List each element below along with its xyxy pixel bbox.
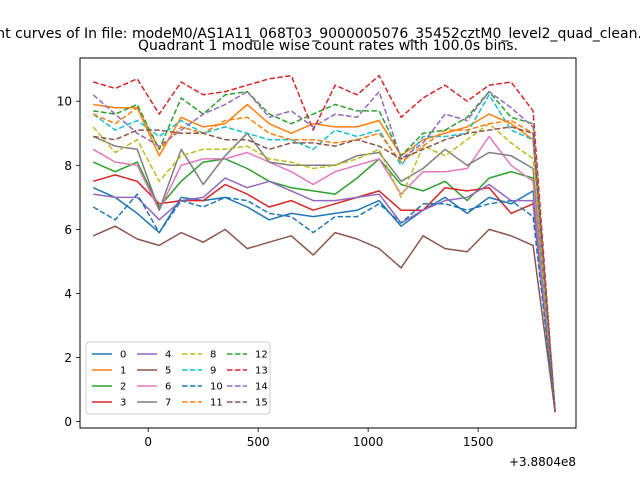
legend-label-13: 13 bbox=[255, 366, 268, 377]
legend-label-12: 12 bbox=[255, 350, 268, 361]
series-line-13 bbox=[92, 74, 556, 413]
legend-label-15: 15 bbox=[255, 398, 268, 409]
y-tick-label: 8 bbox=[64, 159, 72, 173]
legend-label-6: 6 bbox=[165, 382, 171, 393]
legend-label-7: 7 bbox=[165, 398, 171, 409]
legend-label-1: 1 bbox=[120, 366, 126, 377]
legend-label-10: 10 bbox=[210, 382, 223, 393]
y-tick-label: 6 bbox=[64, 223, 72, 237]
series-line-5 bbox=[92, 225, 556, 413]
x-offset-label: +3.8804e8 bbox=[509, 455, 576, 469]
series-line-6 bbox=[92, 135, 556, 413]
series-line-7 bbox=[92, 132, 556, 413]
series-line-14 bbox=[92, 90, 556, 413]
legend-label-9: 9 bbox=[210, 366, 216, 377]
series-line-12 bbox=[93, 90, 556, 413]
legend-label-3: 3 bbox=[120, 398, 126, 409]
legend-label-0: 0 bbox=[120, 350, 126, 361]
legend-box bbox=[85, 341, 271, 415]
series-line-15 bbox=[93, 126, 556, 413]
series-group bbox=[92, 74, 556, 413]
x-tick-label: 1000 bbox=[353, 435, 384, 449]
legend-label-5: 5 bbox=[165, 366, 171, 377]
series-line-8 bbox=[92, 122, 556, 413]
legend-label-8: 8 bbox=[210, 350, 216, 361]
series-line-3 bbox=[92, 174, 556, 413]
legend-label-11: 11 bbox=[210, 398, 223, 409]
x-tick-label: 1500 bbox=[463, 435, 494, 449]
y-tick-label: 10 bbox=[57, 95, 72, 109]
series-line-1 bbox=[93, 103, 556, 413]
legend-label-4: 4 bbox=[165, 350, 171, 361]
axes-frame bbox=[79, 57, 577, 429]
y-tick-label: 4 bbox=[64, 287, 72, 301]
legend-label-14: 14 bbox=[255, 382, 268, 393]
x-tick-label: 500 bbox=[247, 435, 270, 449]
series-line-9 bbox=[92, 94, 556, 413]
y-tick-label: 2 bbox=[64, 351, 72, 365]
chart-title: Quadrant 1 module wise count rates with … bbox=[138, 38, 518, 54]
series-line-4 bbox=[93, 177, 556, 413]
series-line-0 bbox=[92, 187, 556, 413]
legend-label-2: 2 bbox=[120, 382, 126, 393]
figure-suptitle: Light curves of In file: modeM0/AS1A11_0… bbox=[0, 26, 640, 42]
series-line-10 bbox=[92, 193, 556, 413]
x-tick-label: 0 bbox=[144, 435, 152, 449]
y-tick-label: 0 bbox=[64, 415, 72, 429]
